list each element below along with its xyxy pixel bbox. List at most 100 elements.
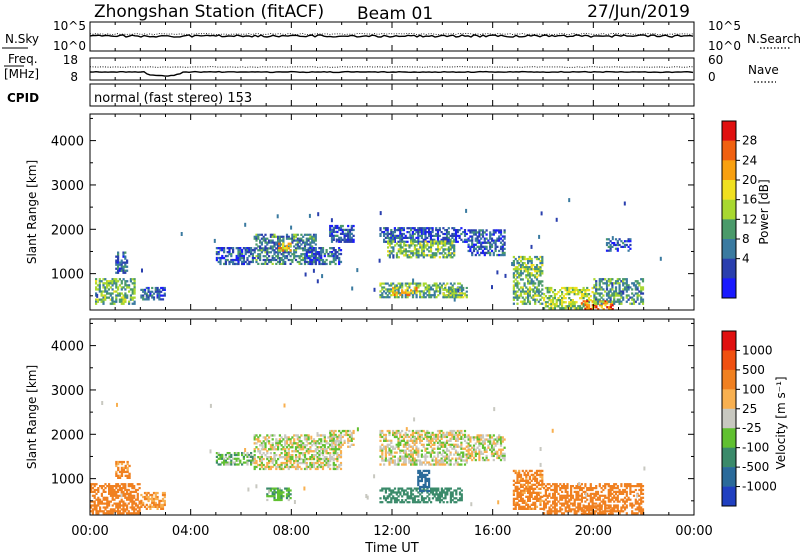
power-cell — [384, 236, 387, 239]
velocity-cell — [147, 499, 150, 503]
velocity-cell — [408, 459, 411, 462]
power-cell — [281, 247, 285, 250]
velocity-cell — [498, 454, 501, 458]
power-cell — [471, 229, 474, 232]
power-cell — [401, 246, 404, 249]
power-cell — [250, 260, 253, 264]
power-cell — [476, 239, 479, 242]
power-cell — [527, 294, 530, 297]
power-cell — [312, 252, 316, 256]
power-cell — [303, 258, 307, 262]
velocity-cell — [499, 444, 503, 447]
power-cell — [607, 296, 610, 299]
velocity-cell — [483, 440, 486, 443]
velocity-cell — [451, 491, 454, 494]
velocity-cell — [309, 465, 312, 469]
power-cell — [623, 240, 627, 243]
velocity-cell — [417, 477, 420, 481]
power-cell — [454, 234, 458, 237]
velocity-cell — [399, 449, 402, 452]
velocity-cell — [417, 453, 420, 456]
power-cell — [419, 284, 422, 287]
velocity-cell — [293, 434, 296, 437]
velocity-cell — [386, 451, 389, 454]
power-cell — [271, 247, 274, 250]
power-cell — [586, 300, 589, 303]
power-cell — [334, 249, 337, 252]
velocity-cell — [275, 459, 278, 463]
velocity-cell — [435, 487, 438, 490]
velocity-cell — [514, 501, 517, 504]
velocity-cell — [458, 499, 462, 502]
power-cell — [133, 292, 136, 295]
velocity-cell — [397, 443, 400, 446]
power-cell — [277, 245, 280, 248]
velocity-cell — [253, 434, 256, 437]
velocity-cell — [439, 501, 442, 504]
velocity-cell — [383, 447, 386, 450]
power-cell — [411, 231, 414, 234]
power-cell — [424, 244, 427, 247]
power-cell — [314, 233, 317, 236]
power-cell — [512, 284, 515, 287]
power-cell — [511, 262, 514, 266]
power-cell — [412, 252, 415, 255]
power-cell — [330, 247, 334, 250]
power-cell — [379, 294, 382, 297]
velocity-cell — [435, 457, 438, 460]
velocity-cell — [399, 451, 402, 454]
power-cell — [622, 245, 625, 248]
velocity-cell — [397, 499, 400, 502]
velocity-cell — [294, 465, 298, 469]
velocity-cell — [133, 494, 136, 497]
velocity-cell — [140, 503, 143, 507]
power-cell — [133, 300, 136, 303]
velocity-cell — [338, 436, 341, 439]
velocity-cell — [476, 436, 479, 439]
velocity-cell — [309, 450, 312, 453]
power-cell — [503, 235, 506, 238]
power-cell — [257, 257, 260, 260]
power-cell — [341, 232, 344, 235]
power-cell — [280, 239, 283, 242]
velocity-cell — [445, 435, 449, 439]
velocity-cell — [449, 433, 452, 437]
velocity-cell — [458, 437, 461, 440]
power-cell — [598, 284, 601, 287]
power-cell — [334, 226, 337, 230]
velocity-cell — [406, 439, 409, 442]
power-cell — [600, 296, 603, 299]
velocity-cell — [478, 452, 481, 455]
velocity-cell — [564, 496, 567, 499]
velocity-cell — [152, 497, 156, 501]
power-cell — [118, 292, 121, 295]
velocity-cell — [393, 501, 397, 504]
velocity-cell — [411, 431, 414, 435]
power-cell — [410, 236, 413, 239]
power-cell — [217, 247, 220, 250]
power-cell — [503, 243, 506, 246]
power-cell — [609, 298, 612, 301]
velocity-cell — [534, 507, 537, 510]
power-cell — [404, 236, 407, 239]
power-cell — [463, 240, 467, 243]
velocity-cell — [124, 510, 127, 513]
power-cell — [275, 243, 278, 246]
velocity-cell — [485, 448, 488, 451]
power-cell — [439, 292, 442, 295]
velocity-cell — [512, 499, 515, 502]
velocity-cell — [415, 459, 418, 462]
velocity-cell — [156, 495, 159, 499]
power-cell — [330, 234, 334, 237]
velocity-cell — [438, 429, 441, 433]
velocity-cell — [420, 461, 423, 464]
power-cell — [117, 288, 120, 291]
power-cell — [516, 262, 519, 265]
velocity-cell — [271, 461, 274, 465]
power-cell — [422, 229, 425, 232]
power-cell — [618, 284, 621, 287]
velocity-cell — [564, 508, 567, 511]
power-cell — [330, 240, 334, 243]
velocity-cell — [462, 437, 465, 440]
velocity-cell — [117, 460, 120, 464]
